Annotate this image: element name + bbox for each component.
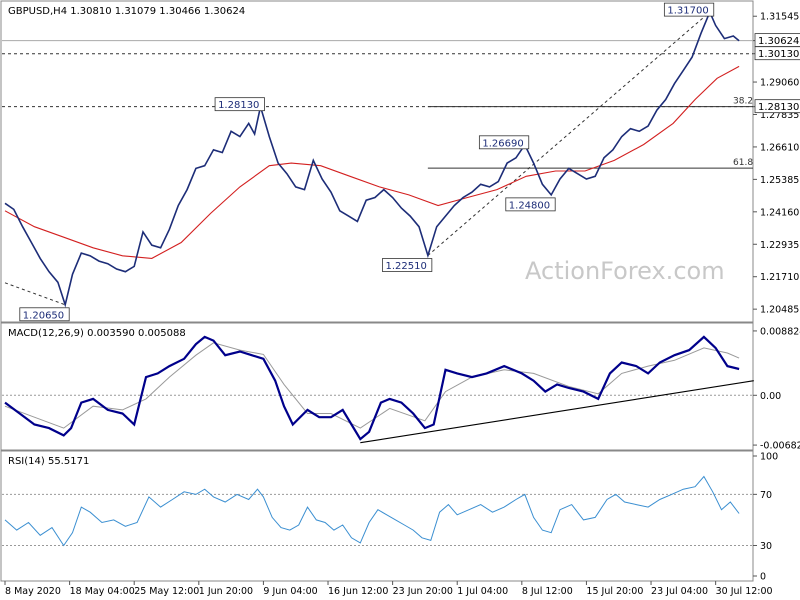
rsi-y-axis: 100 70 30 0 bbox=[753, 452, 778, 583]
x-tick-label: 15 Jul 20:00 bbox=[586, 586, 643, 597]
price-label: 1.26690 bbox=[482, 138, 523, 149]
price-y-tick-label: 1.21710 bbox=[760, 272, 799, 283]
price-annotations: 1.31700 1.28130 1.26690 1.24800 1.22510 1.206… bbox=[19, 2, 800, 322]
macd-line bbox=[4, 335, 740, 441]
x-tick-label: 1 Jul 04:00 bbox=[457, 586, 508, 597]
macd-panel: MACD(12,26,9) 0.003590 0.005088 0.008824… bbox=[0, 322, 800, 452]
price-y-tick-label: 1.25385 bbox=[760, 175, 799, 186]
x-tick-label: 23 Jun 20:00 bbox=[393, 586, 453, 597]
x-tick-label: 16 Jun 12:00 bbox=[328, 586, 388, 597]
price-label: 1.20650 bbox=[23, 310, 64, 321]
x-tick-label: 8 May 2020 bbox=[5, 586, 61, 597]
price-y-tick-label: 1.31545 bbox=[760, 12, 799, 23]
macd-title: MACD(12,26,9) 0.003590 0.005088 bbox=[8, 328, 186, 339]
rsi-title: RSI(14) 55.5171 bbox=[8, 456, 89, 467]
macd-series-group bbox=[2, 335, 754, 444]
price-series-group bbox=[4, 10, 740, 308]
price-label-box bbox=[478, 135, 530, 150]
support-level-tag-box bbox=[754, 46, 800, 61]
fib-level-label: 38.2 bbox=[733, 97, 753, 107]
price-line bbox=[4, 10, 740, 308]
price-label: 1.22510 bbox=[385, 261, 426, 272]
rsi-y-tick-label: 0 bbox=[760, 572, 766, 583]
price-y-axis: 1.31545 1.29060 1.27835 1.26610 1.25385 1.241… bbox=[753, 12, 799, 316]
price-label-box bbox=[505, 197, 556, 212]
x-tick-label: 18 May 04:00 bbox=[70, 586, 135, 597]
macd-y-axis: 0.008824 0.00 -0.006825 bbox=[753, 326, 800, 452]
macd-y-tick-label: 0.00 bbox=[760, 391, 781, 402]
x-tick-label: 25 May 12:00 bbox=[134, 586, 199, 597]
price-label: 1.24800 bbox=[509, 200, 550, 211]
price-y-tick-label: 1.22935 bbox=[760, 240, 799, 251]
rsi-line bbox=[4, 475, 740, 547]
price-label-box bbox=[19, 307, 70, 322]
price-title: GBPUSD,H4 1.30810 1.31079 1.30466 1.3062… bbox=[8, 6, 245, 17]
price-y-tick-label: 1.29060 bbox=[760, 78, 799, 89]
trend-helper-line bbox=[4, 282, 66, 306]
price-label-box bbox=[214, 97, 265, 112]
x-tick-label: 8 Jul 12:00 bbox=[522, 586, 573, 597]
x-tick-label: 30 Jul 12:00 bbox=[716, 586, 773, 597]
current-price-tag: 1.30624 bbox=[758, 36, 799, 47]
price-label-box bbox=[663, 2, 715, 17]
price-y-tick-label: 1.24160 bbox=[760, 207, 799, 218]
fib-level-label: 61.8 bbox=[733, 158, 753, 168]
resistance-level-tag: 1.28130 bbox=[758, 102, 799, 113]
rsi-y-tick-label: 70 bbox=[760, 490, 772, 501]
watermark: ActionForex.com bbox=[525, 257, 725, 285]
support-level-tag: 1.30130 bbox=[758, 49, 799, 60]
price-y-tick-label: 1.27835 bbox=[760, 110, 799, 121]
price-panel: GBPUSD,H4 1.30810 1.31079 1.30466 1.3062… bbox=[0, 0, 800, 323]
rsi-series-group bbox=[2, 475, 753, 547]
rsi-y-tick-label: 100 bbox=[760, 452, 778, 463]
fib-projection-line bbox=[427, 11, 711, 256]
price-grid bbox=[2, 11, 753, 306]
price-label: 1.28130 bbox=[218, 100, 259, 111]
resistance-level-tag-box bbox=[754, 99, 800, 114]
rsi-y-tick-label: 30 bbox=[760, 541, 772, 552]
x-axis: 8 May 2020 18 May 04:00 25 May 12:00 1 Jun … bbox=[4, 581, 773, 597]
x-tick-label: 9 Jun 04:00 bbox=[263, 586, 317, 597]
macd-y-tick-label: 0.008824 bbox=[760, 326, 800, 337]
x-tick-label: 1 Jun 20:00 bbox=[199, 586, 253, 597]
price-label: 1.31700 bbox=[667, 6, 708, 17]
macd-signal-line bbox=[4, 342, 740, 429]
rsi-panel: RSI(14) 55.5171 100 70 30 0 bbox=[0, 450, 778, 583]
price-label-box bbox=[382, 258, 433, 272]
x-tick-label: 23 Jul 04:00 bbox=[651, 586, 708, 597]
macd-y-tick-label: -0.006825 bbox=[760, 441, 800, 452]
macd-trendline bbox=[360, 380, 754, 444]
price-y-tick-label: 1.26610 bbox=[760, 142, 799, 153]
moving-average-line bbox=[4, 65, 740, 259]
price-y-tick-label: 1.20485 bbox=[760, 305, 799, 316]
